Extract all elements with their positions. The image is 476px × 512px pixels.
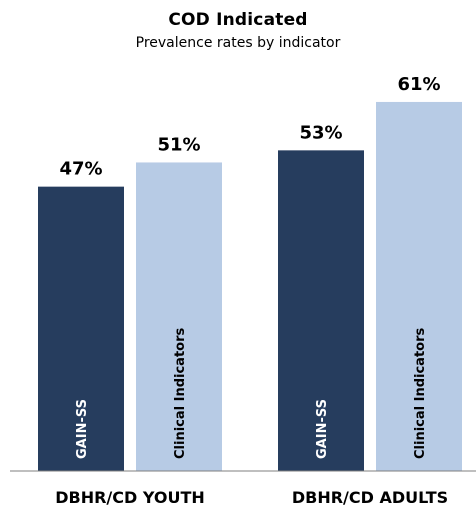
bar-dbhr-cd-youth-clinical-indicators — [136, 162, 222, 471]
category-label: DBHR/CD YOUTH — [55, 488, 205, 507]
bar-dbhr-cd-youth-gain-ss — [38, 186, 124, 471]
category-label: DBHR/CD ADULTS — [292, 488, 448, 507]
chart-subtitle: Prevalence rates by indicator — [135, 35, 341, 51]
value-label: 47% — [59, 159, 102, 180]
chart-title: COD Indicated — [168, 10, 308, 30]
value-label: 61% — [397, 74, 440, 95]
value-label: 53% — [299, 122, 342, 143]
bar-series-label: Clinical Indicators — [413, 327, 428, 459]
bar-series-label: Clinical Indicators — [173, 327, 188, 459]
bar-dbhr-cd-adults-clinical-indicators — [376, 101, 462, 471]
value-label: 51% — [157, 134, 200, 155]
bar-series-label: GAIN-SS — [75, 399, 90, 459]
bar-series-label: GAIN-SS — [315, 399, 330, 459]
bar-dbhr-cd-adults-gain-ss — [278, 150, 364, 471]
